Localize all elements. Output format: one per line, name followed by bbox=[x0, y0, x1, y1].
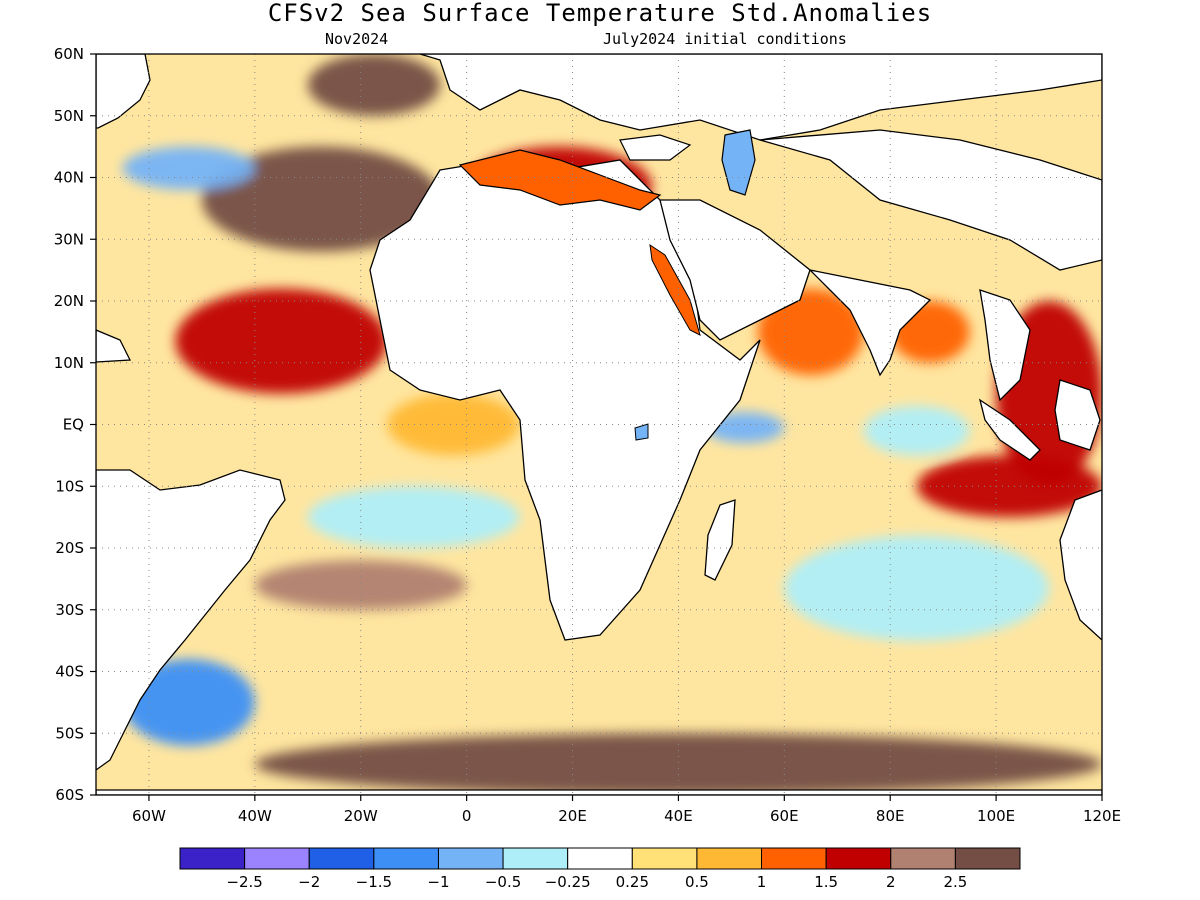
colorbar-swatch-0 bbox=[179, 847, 246, 870]
borneo-land bbox=[1054, 379, 1101, 451]
lon-tick-label-2: 20W bbox=[344, 807, 378, 825]
lon-tick-label-1: 40W bbox=[238, 807, 272, 825]
colorbar-swatch-11 bbox=[890, 847, 956, 870]
lon-tick-label-7: 80E bbox=[876, 807, 905, 825]
colorbar-swatch-1 bbox=[244, 847, 310, 870]
colorbar-swatch-2 bbox=[308, 847, 375, 870]
lat-tick-label-4: 20N bbox=[54, 292, 84, 310]
colorbar-label-1: −2 bbox=[298, 873, 320, 891]
colorbar-swatch-5 bbox=[502, 847, 569, 870]
forecast-month: Nov2024 bbox=[325, 30, 389, 48]
anomaly-region-1 bbox=[122, 146, 255, 190]
anomaly-region-6 bbox=[254, 560, 467, 610]
colorbar-swatch-12 bbox=[954, 847, 1021, 870]
anomaly-region-2 bbox=[307, 54, 441, 116]
asia-land bbox=[759, 129, 1102, 271]
black-sea bbox=[619, 134, 692, 161]
lat-tick-label-3: 30N bbox=[54, 230, 84, 248]
colorbar-swatch-4 bbox=[437, 847, 504, 870]
lat-tick-label-7: 10S bbox=[55, 477, 84, 495]
colorbar-swatch-3 bbox=[373, 847, 439, 870]
map-title: CFSv2 Sea Surface Temperature Std.Anomal… bbox=[267, 0, 933, 27]
anomaly-region-4 bbox=[387, 393, 520, 456]
lat-tick-label-5: 10N bbox=[54, 354, 84, 372]
colorbar-label-8: 1 bbox=[757, 873, 767, 891]
colorbar-label-2: −1.5 bbox=[356, 873, 392, 891]
colorbar-label-4: −0.5 bbox=[485, 873, 521, 891]
australia-land bbox=[1059, 489, 1102, 641]
lat-tick-label-1: 50N bbox=[54, 107, 84, 125]
lon-tick-label-5: 40E bbox=[664, 807, 693, 825]
colorbar-label-10: 2 bbox=[886, 873, 896, 891]
arabia-land bbox=[659, 199, 811, 341]
central-america-land bbox=[96, 329, 132, 363]
colorbar-swatch-9 bbox=[761, 847, 827, 870]
anomaly-fields bbox=[122, 54, 1102, 795]
lat-tick-label-12: 60S bbox=[55, 786, 84, 804]
lat-tick-label-9: 30S bbox=[55, 601, 84, 619]
colorbar: −2.5 −2 −1.5 −1 −0.5 −0.25 0.25 0.5 1 1.5 2 2.5 bbox=[179, 847, 1021, 891]
mediterranean-sea bbox=[458, 149, 662, 211]
colorbar-swatch-10 bbox=[825, 847, 892, 870]
lon-tick-label-0: 60W bbox=[132, 807, 166, 825]
indochina-land bbox=[979, 289, 1031, 402]
lon-tick-label-6: 60E bbox=[770, 807, 799, 825]
land-masses bbox=[96, 54, 1102, 795]
anomaly-region-5 bbox=[307, 486, 520, 548]
longitude-axis: 60W 40W 20W 0 20E 40E 60E 80E 100E 120E bbox=[132, 795, 1121, 825]
madagascar-land bbox=[704, 499, 736, 581]
lat-tick-label-0: 60N bbox=[54, 45, 84, 63]
colorbar-label-6: 0.25 bbox=[616, 873, 649, 891]
red-sea bbox=[649, 243, 701, 336]
lat-tick-label-8: 20S bbox=[55, 539, 84, 557]
caspian-sea bbox=[721, 129, 756, 196]
lat-tick-label-6: EQ bbox=[63, 416, 84, 434]
colorbar-label-11: 2.5 bbox=[943, 873, 967, 891]
lat-tick-label-2: 40N bbox=[54, 169, 84, 187]
anomaly-region-11 bbox=[863, 405, 970, 456]
colorbar-label-9: 1.5 bbox=[814, 873, 838, 891]
europe-land bbox=[419, 54, 1102, 141]
anomaly-region-14 bbox=[784, 535, 1050, 641]
lake-victoria bbox=[634, 423, 649, 441]
colorbar-swatch-7 bbox=[631, 847, 698, 870]
latitude-axis: 60N 50N 40N 30N 20N 10N EQ 10S 20S 30S 40S 50S 60S bbox=[54, 45, 96, 804]
lon-tick-label-3: 0 bbox=[462, 807, 472, 825]
colorbar-label-5: −0.25 bbox=[545, 873, 591, 891]
lon-tick-label-8: 100E bbox=[977, 807, 1015, 825]
colorbar-label-7: 0.5 bbox=[685, 873, 709, 891]
initial-conditions: July2024 initial conditions bbox=[603, 30, 847, 48]
lon-tick-label-9: 120E bbox=[1083, 807, 1121, 825]
antarctica-land bbox=[96, 789, 1102, 795]
colorbar-label-0: −2.5 bbox=[226, 873, 262, 891]
lat-tick-label-11: 50S bbox=[55, 724, 84, 742]
anomaly-region-7 bbox=[122, 659, 255, 746]
south-america-land bbox=[96, 469, 286, 771]
lon-tick-label-4: 20E bbox=[558, 807, 587, 825]
anomaly-region-3 bbox=[175, 288, 388, 394]
anomaly-region-0 bbox=[201, 146, 441, 252]
colorbar-label-3: −1 bbox=[427, 873, 449, 891]
colorbar-swatch-6 bbox=[567, 847, 633, 870]
sumatra-land bbox=[978, 398, 1041, 461]
colorbar-swatch-8 bbox=[696, 847, 763, 870]
anomaly-region-8 bbox=[254, 733, 1102, 795]
lat-tick-label-10: 40S bbox=[55, 663, 84, 681]
anomaly-region-9 bbox=[757, 288, 864, 376]
